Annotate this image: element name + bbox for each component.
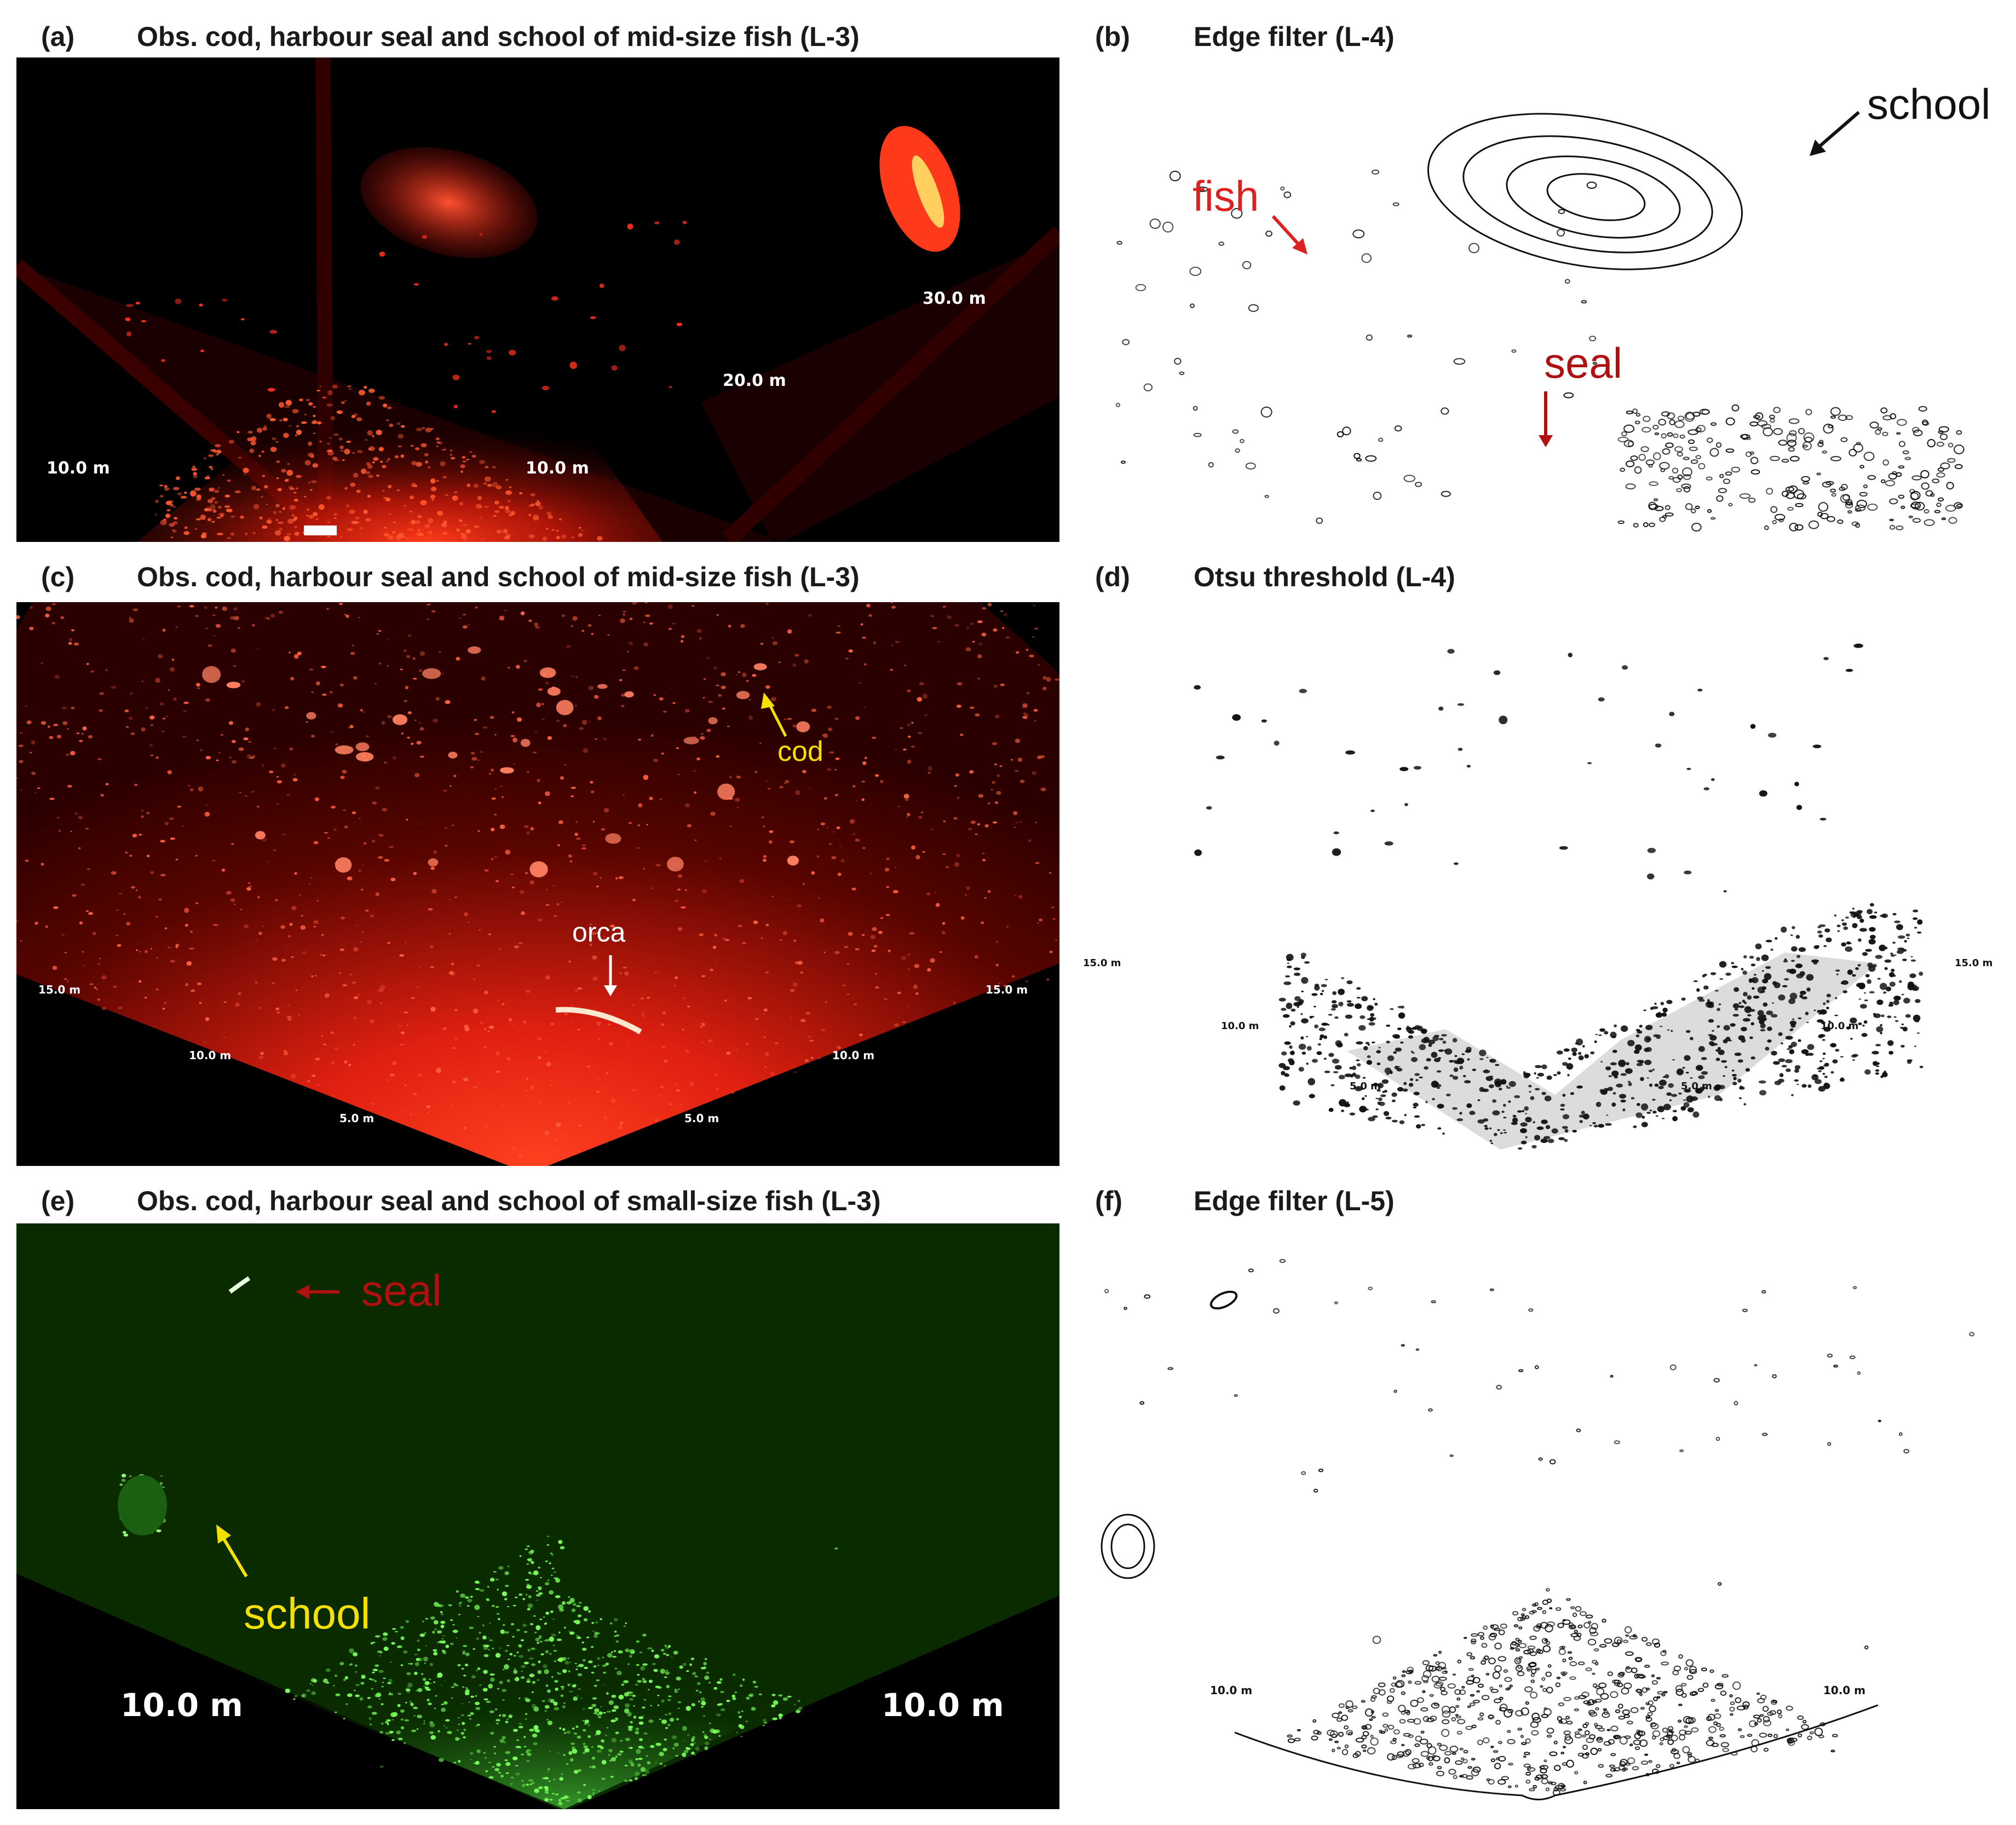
panel-a-scale-far: 30.0 m [923,289,986,308]
panel-b-fish-label: fish [1193,172,1259,220]
panel-b-label: (b) [1095,21,1130,52]
panel-e-speckle [118,1474,838,1806]
panel-f-scale-left: 10.0 m [1210,1684,1252,1697]
panel-b-speckle [1115,169,1965,532]
panel-d-scale-l15: 15.0 m [1083,957,1121,969]
panel-c-scale-r10: 10.0 m [832,1049,874,1062]
panel-a-scale-left: 10.0 m [47,459,110,478]
panel-c-scale-r15: 15.0 m [986,983,1028,996]
panel-d-speckle [1194,643,1923,1150]
panel-b-title: Edge filter (L-4) [1194,21,1395,52]
panel-b-school-label: school [1867,80,1990,128]
panel-a-image: 10.0 m 10.0 m 20.0 m 30.0 m [16,57,1059,542]
panel-e-seal-arrow [296,1285,339,1299]
panel-d-scale-l10: 10.0 m [1221,1020,1259,1032]
panel-c-speckle [16,602,1059,1157]
panel-c-scale-l10: 10.0 m [189,1049,231,1062]
panel-c-title: Obs. cod, harbour seal and school of mid… [137,562,860,592]
panel-b-school-arrow [1810,111,1860,156]
panel-c-cod-label: cod [777,736,823,767]
panel-e-label: (e) [41,1186,75,1216]
panel-e-school-arrow [216,1524,248,1578]
panel-c-scale-l15: 15.0 m [38,983,80,996]
panel-e-scale-left: 10.0 m [120,1687,243,1724]
panel-b-image: fish school seal [1073,57,2015,542]
panel-c-orca-arrow [604,955,617,996]
panel-d-scale-r15: 15.0 m [1955,957,1992,969]
panel-a-title: Obs. cod, harbour seal and school of mid… [137,21,860,52]
panel-f-speckle [1104,1259,1975,1796]
panel-a-speckle [125,221,687,541]
panel-a-scale-right: 10.0 m [526,459,589,478]
panel-c-scale-l5: 5.0 m [339,1112,374,1125]
panel-d-scale-l5: 5.0 m [1350,1081,1381,1092]
panel-e-seal-label: seal [361,1266,442,1315]
panel-d-scale-r10: 10.0 m [1821,1020,1858,1032]
panel-b-seal-arrow [1539,391,1553,447]
panel-e-title: Obs. cod, harbour seal and school of sma… [137,1186,881,1216]
panel-e-school-label: school [244,1589,370,1638]
panel-d-scale-r5: 5.0 m [1681,1081,1712,1092]
panel-c-cod-arrow [761,692,787,737]
panel-f-label: (f) [1095,1186,1122,1216]
panel-f-scale-right: 10.0 m [1823,1684,1865,1697]
panel-b-fish-arrow [1271,215,1307,255]
panel-e-image: seal school 10.0 m 10.0 m [16,1223,1059,1809]
panel-c-label: (c) [41,562,75,592]
panel-c-orca-label: orca [572,917,625,948]
panel-f-title: Edge filter (L-5) [1194,1186,1395,1216]
panel-c-scale-r5: 5.0 m [684,1112,719,1125]
panel-c-image: cod orca 15.0 m 15.0 m 10.0 m 10.0 m 5.0… [16,602,1059,1166]
panel-d-image: 15.0 m 15.0 m 10.0 m 10.0 m 5.0 m 5.0 m [1073,602,2015,1166]
panel-d-title: Otsu threshold (L-4) [1194,562,1455,592]
panel-a-scale-mid: 20.0 m [723,371,786,390]
panel-e-scale-right: 10.0 m [882,1687,1004,1724]
panel-d-label: (d) [1095,562,1130,592]
panel-f-image: 10.0 m 10.0 m [1073,1223,2015,1809]
panel-a-label: (a) [41,21,75,52]
panel-b-seal-label: seal [1544,339,1622,387]
